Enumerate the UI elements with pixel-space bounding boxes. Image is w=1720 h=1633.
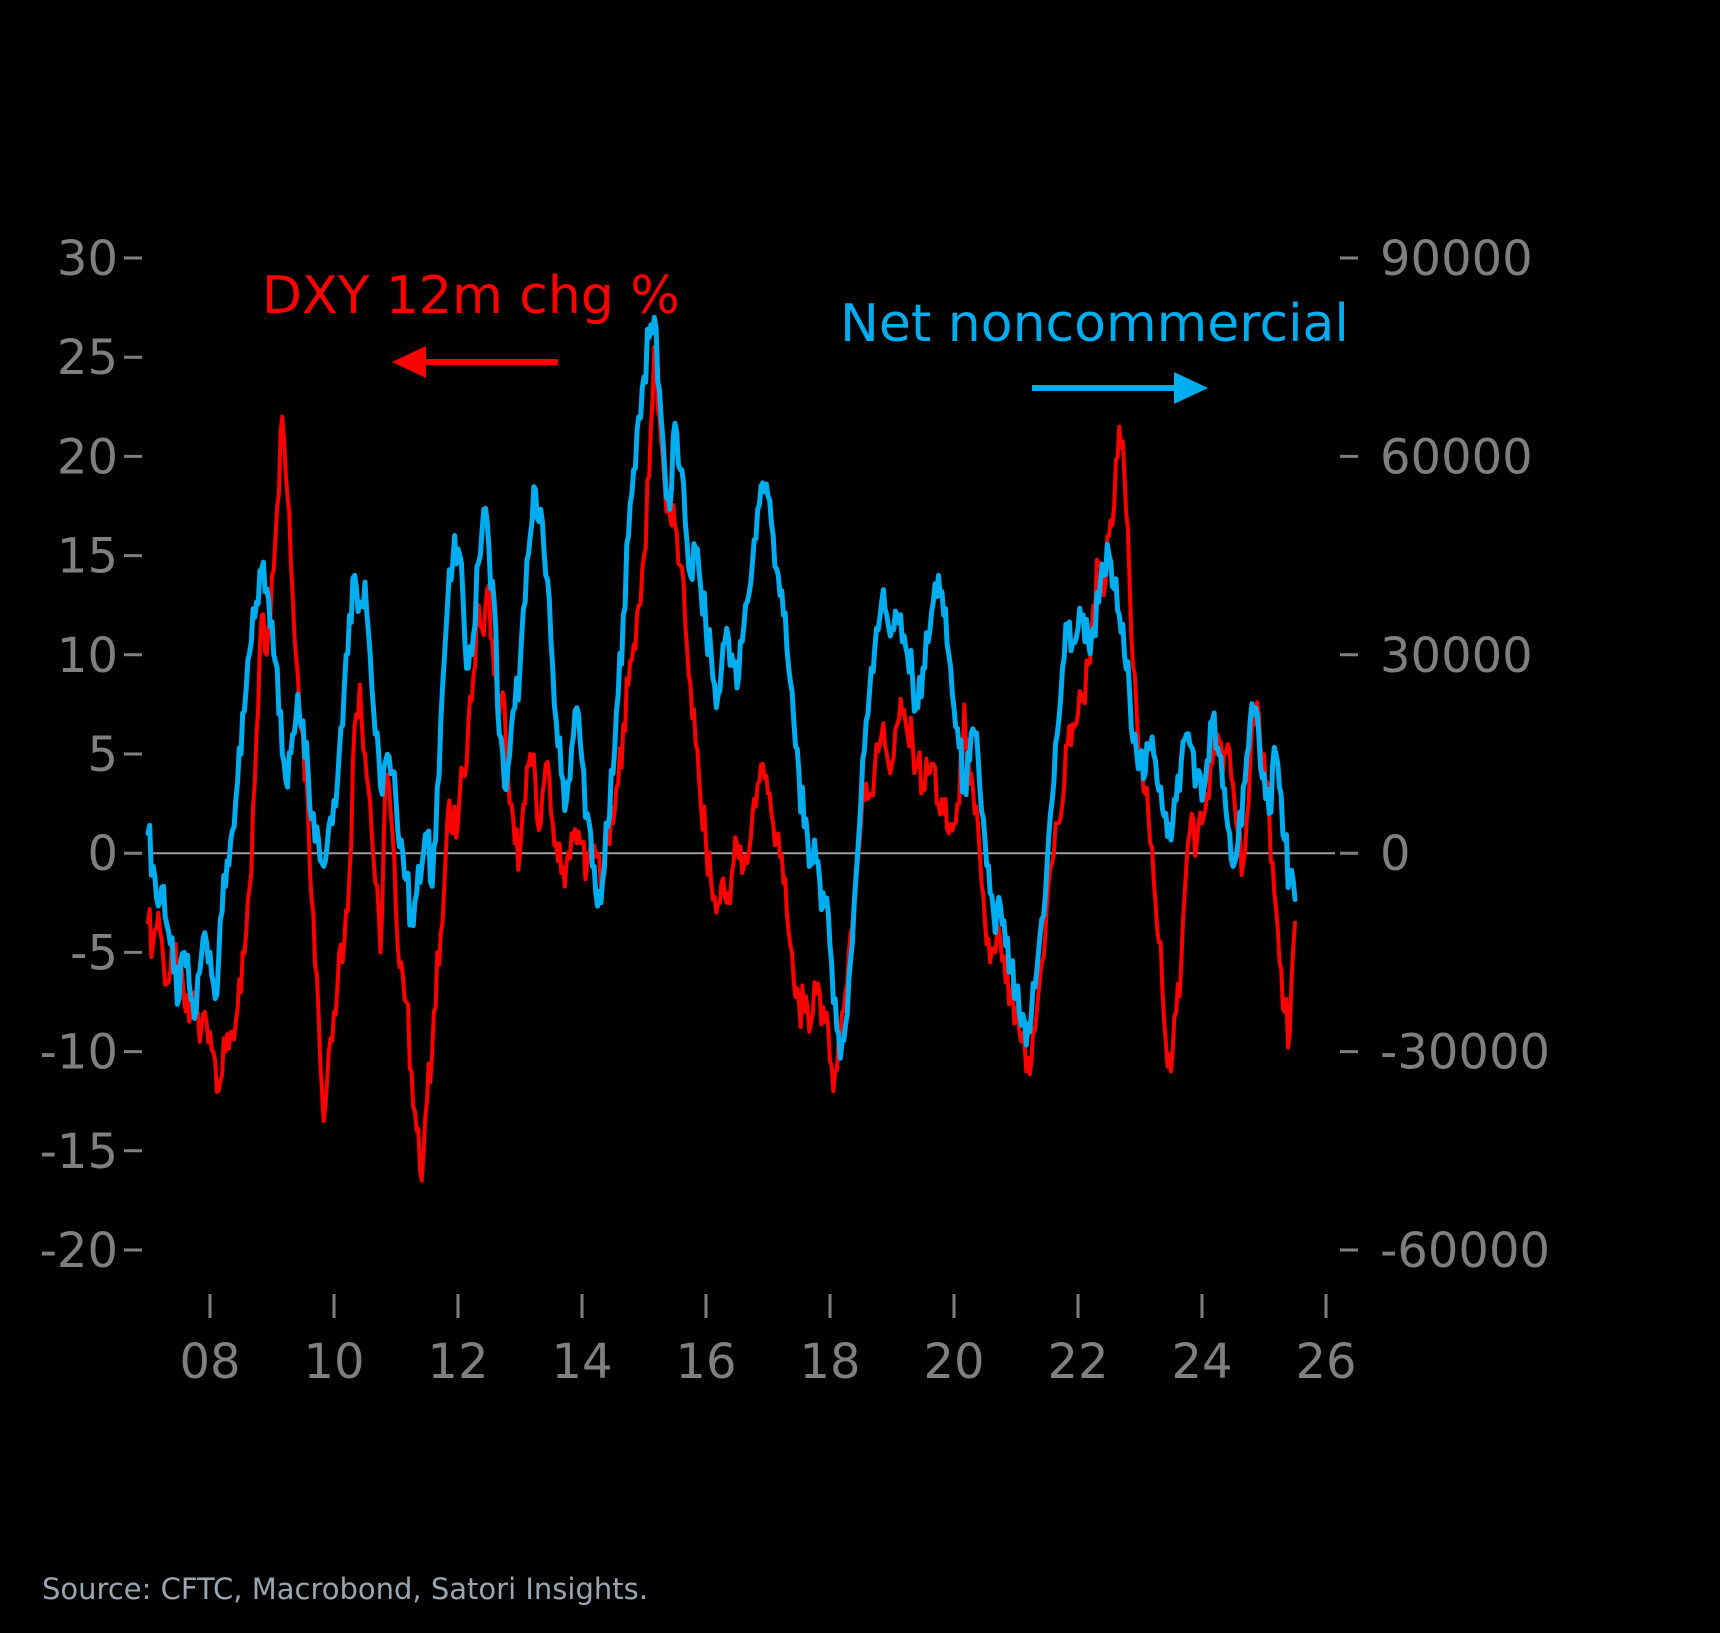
axis-layer: 30 25 20 15 10 5 0 -5 -10 -15 -20 90000 60000 30000 0 -…: [40, 231, 1550, 1390]
x-axis-label: 14: [551, 1334, 612, 1390]
net-noncommercial-line-series: [145, 315, 1298, 1061]
y-axis-left-label: -5: [70, 925, 118, 981]
x-axis-label: 24: [1171, 1334, 1232, 1390]
y-axis-right-label: 90000: [1380, 231, 1533, 287]
dxy-arrow-icon: [392, 346, 558, 378]
x-axis-label: 12: [427, 1334, 488, 1390]
net-arrow-icon: [1032, 372, 1208, 404]
series-label-net: Net noncommercial: [840, 294, 1349, 354]
y-axis-right-label: 30000: [1380, 628, 1533, 684]
series-layer: [145, 315, 1298, 1183]
y-axis-left-label: 0: [87, 826, 118, 882]
y-axis-left-label: 15: [57, 529, 118, 585]
x-axis-label: 20: [923, 1334, 984, 1390]
y-axis-left-label: -20: [40, 1223, 118, 1279]
y-axis-left-label: 10: [57, 628, 118, 684]
y-axis-left-label: 20: [57, 429, 118, 485]
y-axis-left-label: 5: [87, 727, 118, 783]
y-axis-right-label: -30000: [1380, 1025, 1550, 1081]
y-axis-right-label: 0: [1380, 826, 1411, 882]
y-axis-left-label: -10: [40, 1025, 118, 1081]
x-axis-label: 18: [799, 1334, 860, 1390]
y-axis-right-label: -60000: [1380, 1223, 1550, 1279]
dxy-line-series: [146, 345, 1297, 1183]
y-axis-left-label: 30: [57, 231, 118, 287]
x-axis-label: 16: [675, 1334, 736, 1390]
y-axis-right-label: 60000: [1380, 429, 1533, 485]
y-axis-left-label: -15: [40, 1124, 118, 1180]
series-label-dxy: DXY 12m chg %: [262, 266, 680, 326]
source-note: Source: CFTC, Macrobond, Satori Insights…: [42, 1572, 648, 1606]
x-axis-label: 26: [1295, 1334, 1356, 1390]
y-axis-left-label: 25: [57, 330, 118, 386]
x-axis-label: 22: [1047, 1334, 1108, 1390]
x-axis-label: 10: [303, 1334, 364, 1390]
x-axis-label: 08: [179, 1334, 240, 1390]
